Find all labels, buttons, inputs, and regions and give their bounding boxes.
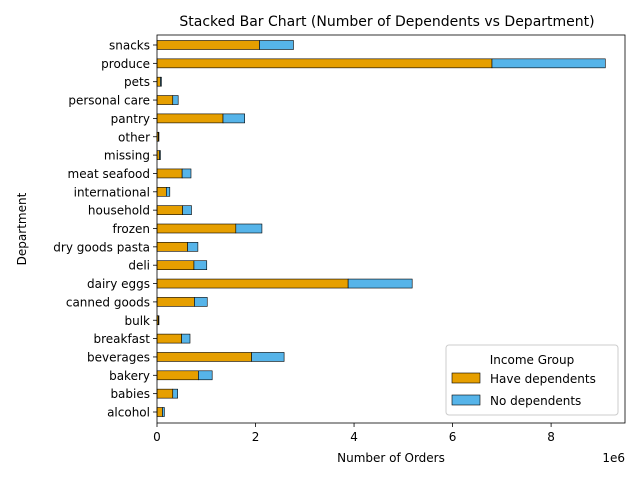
bar-babies-no-dependents <box>172 388 178 399</box>
bar-canned-goods-no-dependents <box>194 297 208 307</box>
y-tick-label-meat-seafood: meat seafood <box>68 167 150 181</box>
y-tick-label-bulk: bulk <box>124 314 150 328</box>
x-axis-ticks: 0 2 4 6 8 <box>153 423 555 444</box>
bar-personal-care-have-dependents <box>156 95 174 105</box>
bar-pets-have-dependents <box>156 76 161 87</box>
bar-snacks-have-dependents <box>156 40 260 50</box>
bar-pantry-no-dependents <box>222 113 245 124</box>
y-tick-label-household: household <box>88 204 150 218</box>
y-tick-label-canned-goods: canned goods <box>66 295 150 309</box>
y-tick-label-missing: missing <box>104 149 150 163</box>
bar-canned-goods-have-dependents <box>156 297 195 307</box>
bar-breakfast-no-dependents <box>181 333 191 344</box>
legend-label-no-dependents: No dependents <box>490 394 581 408</box>
legend-swatch-no-dependents <box>451 394 481 406</box>
bar-pets-no-dependents <box>160 76 162 87</box>
bar-pantry-have-dependents <box>156 113 224 124</box>
y-tick-label-pets: pets <box>124 75 150 89</box>
y-tick-label-deli: deli <box>128 259 150 273</box>
bar-alcohol-have-dependents <box>156 407 163 417</box>
x-tick-label-2: 2 <box>252 430 260 444</box>
y-tick-label-pantry: pantry <box>111 112 150 126</box>
bar-frozen-have-dependents <box>156 223 237 234</box>
bar-deli-no-dependents <box>193 260 208 271</box>
legend-label-have-dependents: Have dependents <box>490 372 596 386</box>
y-tick-label-produce: produce <box>101 57 150 71</box>
y-tick-label-breakfast: breakfast <box>93 332 150 346</box>
y-tick-label-personal-care: personal care <box>68 94 150 108</box>
y-tick-label-alcohol: alcohol <box>107 406 150 420</box>
x-axis-label: Number of Orders <box>337 451 445 465</box>
bar-alcohol-no-dependents <box>162 407 165 417</box>
bar-beverages-no-dependents <box>251 352 285 362</box>
y-tick-label-beverages: beverages <box>87 350 150 364</box>
x-tick-label-8: 8 <box>547 430 555 444</box>
bar-beverages-have-dependents <box>156 352 252 362</box>
bar-bakery-have-dependents <box>156 370 199 381</box>
bar-personal-care-no-dependents <box>172 95 179 105</box>
x-scale-label: 1e6 <box>602 451 625 465</box>
bar-household-no-dependents <box>182 205 192 215</box>
bar-frozen-no-dependents <box>235 223 263 234</box>
bar-produce-no-dependents <box>491 58 606 69</box>
y-tick-label-international: international <box>74 185 150 199</box>
legend-frame <box>445 344 619 416</box>
bar-meat-seafood-no-dependents <box>181 168 192 179</box>
bar-other-no-dependents <box>158 131 160 142</box>
bar-babies-have-dependents <box>156 388 174 399</box>
bar-produce-have-dependents <box>156 58 493 69</box>
x-tick-label-0: 0 <box>153 430 161 444</box>
x-tick-label-6: 6 <box>449 430 457 444</box>
bar-international-no-dependents <box>166 187 171 197</box>
bar-deli-have-dependents <box>156 260 195 271</box>
y-tick-label-snacks: snacks <box>109 39 150 53</box>
legend-swatch-have-dependents <box>451 372 481 384</box>
legend-title: Income Group <box>490 353 575 367</box>
y-axis-ticks: alcohol babies bakery beverages breakfast bul… <box>53 39 157 420</box>
y-tick-label-frozen: frozen <box>112 222 150 236</box>
plot-frame <box>156 34 626 424</box>
y-axis-label: Department <box>15 192 29 265</box>
y-tick-label-bakery: bakery <box>109 369 150 383</box>
bar-international-have-dependents <box>156 187 167 197</box>
y-tick-label-dry-goods-pasta: dry goods pasta <box>53 240 150 254</box>
bar-snacks-no-dependents <box>259 40 294 50</box>
bar-dairy-eggs-have-dependents <box>156 278 349 289</box>
bar-missing-no-dependents <box>159 150 161 160</box>
bar-bulk-no-dependents <box>158 315 160 326</box>
bar-dry-goods-pasta-have-dependents <box>156 242 188 252</box>
bar-bakery-no-dependents <box>198 370 213 381</box>
legend: Income Group Have dependents No dependen… <box>445 344 619 416</box>
y-tick-label-other: other <box>118 130 150 144</box>
bar-dairy-eggs-no-dependents <box>347 278 413 289</box>
y-tick-label-babies: babies <box>110 387 150 401</box>
y-tick-label-dairy-eggs: dairy eggs <box>87 277 150 291</box>
x-tick-label-4: 4 <box>350 430 358 444</box>
bar-household-have-dependents <box>156 205 183 215</box>
bar-dry-goods-pasta-no-dependents <box>187 242 199 252</box>
bar-meat-seafood-have-dependents <box>156 168 183 179</box>
chart-title: Stacked Bar Chart (Number of Dependents … <box>179 14 594 30</box>
bars-group <box>156 40 606 417</box>
bar-breakfast-have-dependents <box>156 333 182 344</box>
